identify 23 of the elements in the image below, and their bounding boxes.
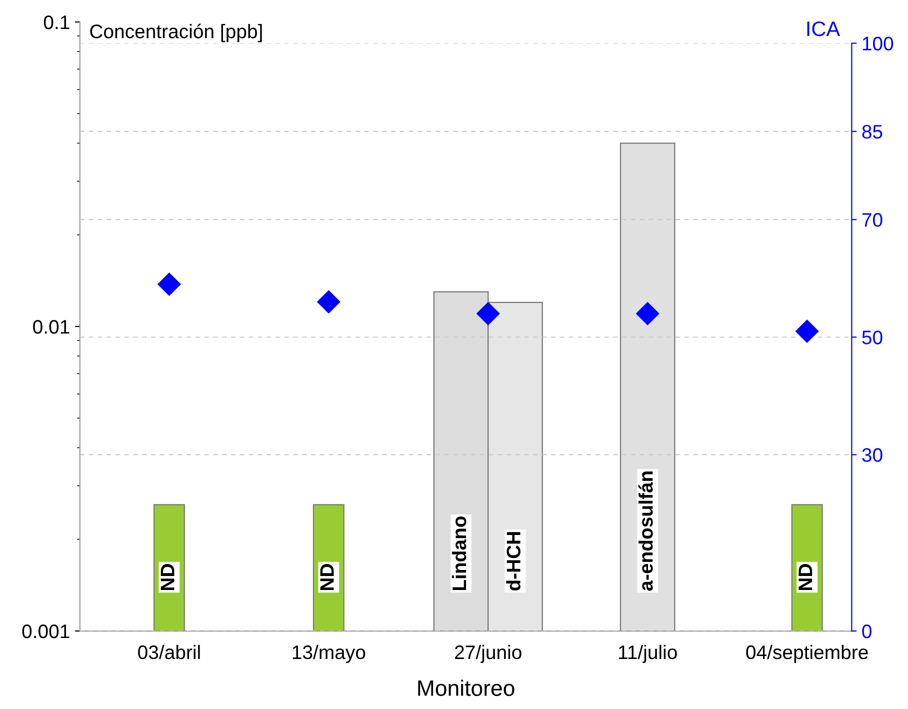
x-tick-label: 27/junio [455, 644, 522, 664]
y2-tick-label: 50 [862, 330, 882, 344]
y-tick-label: 0.01 [33, 320, 70, 334]
y2-tick-label: 70 [862, 213, 882, 227]
data-label: ND [798, 564, 812, 590]
data-label: a-endosulfán [638, 472, 653, 591]
y2-tick-label: 0 [862, 624, 872, 638]
y-tick-label: 0.1 [44, 15, 70, 30]
x-axis-title: Monitoreo [418, 680, 514, 696]
data-label: ND [320, 564, 334, 590]
y2-tick-label: 85 [862, 124, 882, 139]
x-tick-label: 13/mayo [292, 644, 366, 664]
data-label: ND [160, 564, 174, 590]
x-tick-label: 03/abril [138, 644, 200, 660]
y2-tick-label: 100 [862, 36, 894, 50]
x-tick-label: 04/septiembre [746, 644, 868, 664]
data-label: Lindano [452, 516, 466, 590]
y2-tick-label: 30 [862, 448, 882, 462]
data-label: d-HCH [506, 532, 520, 591]
y-tick-label: 0.001 [22, 624, 70, 638]
y-axis-title: Concentración [ppb] [90, 24, 262, 42]
y2-axis-title: ICA [807, 21, 840, 36]
x-tick-label: 11/julio [618, 644, 677, 664]
